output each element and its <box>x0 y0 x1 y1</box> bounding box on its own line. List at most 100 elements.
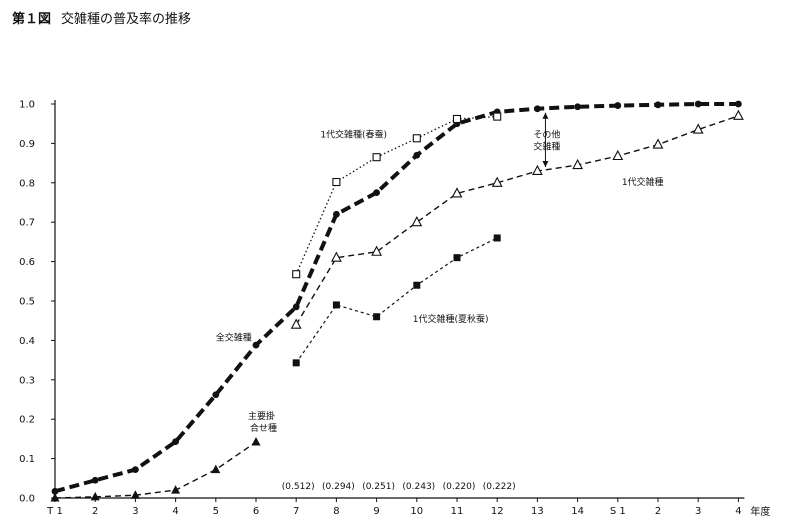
data-point <box>90 491 100 501</box>
annotation-label: 1代交雑種(夏秋蚕) <box>413 313 489 325</box>
x-tick-label: 2 <box>92 506 98 517</box>
x-tick-label: 11 <box>451 506 464 517</box>
data-point <box>50 493 60 502</box>
data-point <box>612 149 624 161</box>
y-tick-label: 0.9 <box>19 139 35 150</box>
data-point <box>692 123 704 134</box>
data-point <box>333 210 340 218</box>
x-tick-label: 3 <box>132 506 138 517</box>
data-point <box>652 138 664 149</box>
series-line <box>54 102 739 494</box>
figure-number: 第１図 <box>12 12 52 27</box>
data-point <box>735 100 742 108</box>
x-tick-label: 7 <box>293 506 299 517</box>
y-tick-label: 0.6 <box>19 257 35 268</box>
x-tick-label: 13 <box>531 506 544 517</box>
bottom-value-label: (0.512) <box>282 482 315 492</box>
data-point <box>292 359 300 367</box>
y-tick-label: 0.2 <box>19 415 35 426</box>
annotation-label: 主要掛 <box>248 410 275 422</box>
x-tick-label: 6 <box>253 506 259 517</box>
bottom-value-label: (0.251) <box>362 482 395 492</box>
bottom-value-label: (0.294) <box>322 482 355 492</box>
annotation-label: 1代交雑種 <box>622 176 664 188</box>
data-point <box>51 487 59 495</box>
y-tick-label: 0.4 <box>19 336 35 347</box>
data-point <box>332 301 340 309</box>
x-tick-label: 14 <box>571 506 584 517</box>
data-point <box>491 176 503 187</box>
series-line <box>295 237 498 364</box>
data-point <box>413 151 421 159</box>
data-point <box>572 158 584 170</box>
figure-title: 第１図 交雑種の普及率の推移 <box>12 8 191 27</box>
data-point <box>332 177 341 187</box>
bracket-arrow-top <box>542 112 549 119</box>
data-point <box>212 391 220 399</box>
figure-subtitle: 交雑種の普及率の推移 <box>61 12 192 27</box>
data-point <box>412 134 421 143</box>
data-point <box>614 102 622 109</box>
data-point <box>330 251 342 262</box>
data-point <box>130 490 140 499</box>
data-point <box>452 114 462 124</box>
series-line <box>295 115 739 325</box>
data-point <box>371 245 383 256</box>
data-point <box>132 466 139 474</box>
data-point <box>654 101 662 109</box>
data-point <box>290 318 302 329</box>
x-tick-label: 5 <box>213 506 219 517</box>
series-line <box>54 441 257 499</box>
y-tick-label: 0.0 <box>19 494 35 505</box>
y-tick-label: 0.3 <box>19 375 35 386</box>
y-tick-label: 0.5 <box>19 297 35 308</box>
x-tick-label: 9 <box>373 506 379 517</box>
x-tick-label: 10 <box>410 506 423 517</box>
annotation-label: 合せ種 <box>250 422 277 434</box>
data-point <box>373 189 380 197</box>
data-point <box>171 485 181 494</box>
x-tick-label: 4 <box>172 506 178 517</box>
data-point <box>493 112 502 121</box>
x-tick-label: 12 <box>491 506 504 517</box>
bottom-value-label: (0.220) <box>443 482 476 492</box>
data-point <box>252 341 260 349</box>
data-point <box>453 254 461 262</box>
x-axis-unit: 年度 <box>750 505 770 518</box>
annotation-label: その他 <box>533 128 560 140</box>
x-tick-label: T 1 <box>46 506 63 517</box>
x-tick-label: 8 <box>333 506 339 517</box>
annotation-label: 1代交雑種(春蚕) <box>320 128 387 140</box>
data-point <box>534 105 541 113</box>
data-point <box>292 303 300 311</box>
data-point <box>732 109 744 120</box>
bottom-value-label: (0.243) <box>402 482 435 492</box>
x-tick-label: 4 <box>735 506 741 517</box>
data-point <box>574 103 581 111</box>
bottom-value-label: (0.222) <box>483 482 516 492</box>
data-point <box>372 153 381 162</box>
data-point <box>373 313 381 321</box>
data-point <box>172 438 180 446</box>
bracket-arrow-bottom <box>542 160 549 167</box>
data-point <box>531 164 543 176</box>
data-point <box>251 437 261 446</box>
x-tick-label: S 1 <box>610 506 626 517</box>
annotation-label: 全交雑種 <box>216 331 252 343</box>
annotation-label: 交雑種 <box>533 140 560 152</box>
data-point <box>91 476 99 484</box>
data-point <box>451 187 463 198</box>
y-tick-label: 0.1 <box>19 454 35 465</box>
data-point <box>211 464 221 474</box>
y-tick-label: 0.7 <box>19 218 35 229</box>
x-tick-label: 3 <box>695 506 701 517</box>
data-point <box>411 216 423 227</box>
x-tick-label: 2 <box>655 506 661 517</box>
data-point <box>292 270 301 279</box>
data-point <box>493 234 501 242</box>
data-point <box>694 100 702 108</box>
y-tick-label: 1.0 <box>19 100 35 111</box>
y-tick-label: 0.8 <box>19 178 35 189</box>
data-point <box>413 281 421 289</box>
